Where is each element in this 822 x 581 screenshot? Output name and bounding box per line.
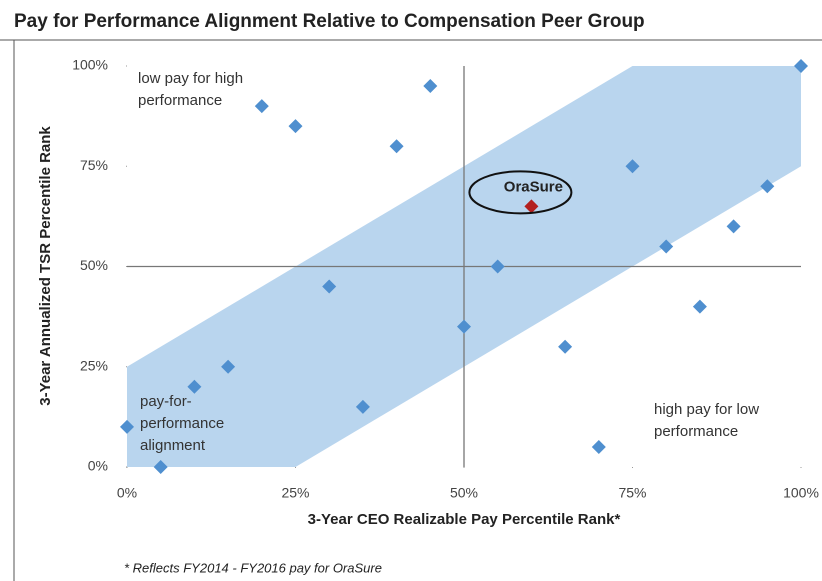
annotation: alignment (140, 437, 206, 454)
x-axis-label: 3-Year CEO Realizable Pay Percentile Ran… (308, 511, 621, 528)
series-label: OraSure (504, 178, 563, 195)
footnote: * Reflects FY2014 - FY2016 pay for OraSu… (124, 560, 382, 575)
point (524, 199, 539, 214)
point (288, 119, 303, 134)
point (794, 59, 808, 73)
point (187, 379, 202, 394)
point (389, 139, 404, 154)
point (659, 239, 674, 254)
x-tick-label: 100% (783, 485, 819, 501)
annotation: high pay for low (654, 401, 759, 418)
y-tick-label: 75% (80, 157, 108, 173)
chart-title: Pay for Performance Alignment Relative t… (14, 11, 645, 32)
point (625, 159, 640, 174)
y-axis-label: 3-Year Annualized TSR Percentile Rank (37, 126, 54, 406)
x-tick-label: 75% (618, 485, 646, 501)
annotation: performance (138, 92, 222, 109)
point (726, 219, 741, 234)
y-tick-label: 0% (88, 458, 108, 474)
point (558, 339, 573, 354)
point (423, 79, 438, 94)
y-tick-label: 25% (80, 357, 108, 373)
point (120, 419, 134, 434)
point (153, 460, 168, 474)
point (591, 439, 606, 454)
x-tick-label: 0% (117, 485, 137, 501)
annotation: pay-for- (140, 393, 192, 410)
label-ellipse (468, 170, 573, 215)
point (692, 299, 707, 314)
annotation: performance (654, 423, 738, 440)
point (490, 259, 505, 274)
y-tick-label: 100% (72, 57, 108, 73)
annotation: low pay for high (138, 70, 243, 87)
point (254, 99, 269, 114)
point (355, 399, 370, 414)
x-tick-label: 50% (450, 485, 478, 501)
x-tick-label: 25% (281, 485, 309, 501)
point (322, 279, 337, 294)
annotation: performance (140, 415, 224, 432)
point (760, 179, 775, 194)
point (221, 359, 236, 374)
y-tick-label: 50% (80, 257, 108, 273)
point (457, 319, 471, 334)
